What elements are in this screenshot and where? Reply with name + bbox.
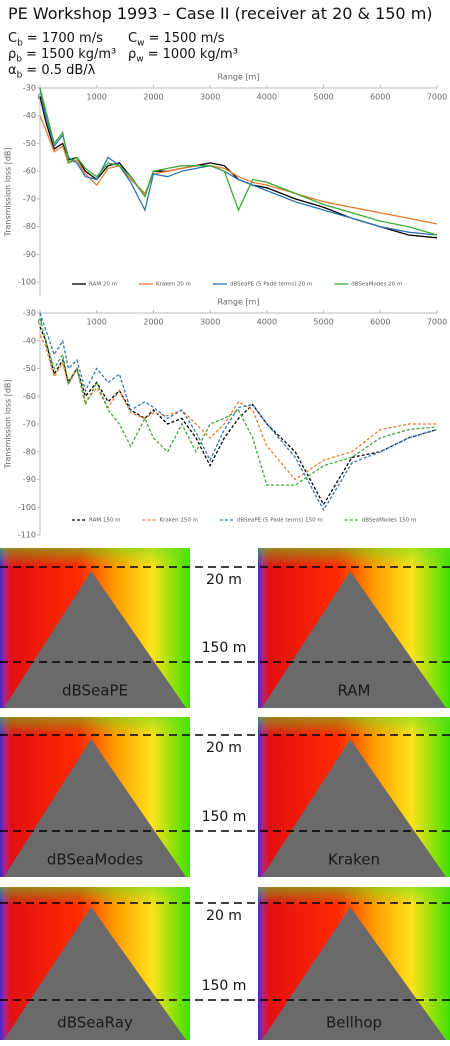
parameter: αb = 0.5 dB/λ xyxy=(8,63,95,81)
series-line xyxy=(39,87,438,236)
parameter-symbol: ρ xyxy=(8,47,17,62)
series-line xyxy=(39,115,438,225)
depth-label: 20 m xyxy=(206,740,242,756)
x-tick-label: 1000 xyxy=(87,93,107,102)
parameter: Cw = 1500 m/s xyxy=(128,31,225,49)
legend-label: Kraken 150 m xyxy=(159,518,197,524)
panel-label: dBSeaModes xyxy=(47,851,143,869)
panel-label: Kraken xyxy=(328,851,380,869)
y-tick-label: -80 xyxy=(23,222,36,231)
parameter-subscript: w xyxy=(136,54,144,65)
parameter-value: = 1500 m/s xyxy=(148,31,225,46)
y-tick-label: -100 xyxy=(18,503,36,512)
parameter-subscript: b xyxy=(17,38,23,49)
seamount xyxy=(261,907,447,1040)
depth-label: 20 m xyxy=(206,572,242,588)
y-tick-label: -100 xyxy=(18,278,36,287)
y-axis-label: Transmission loss [dB] xyxy=(4,147,13,237)
y-tick-label: -90 xyxy=(23,250,36,259)
panel-label: dBSeaRay xyxy=(57,1014,133,1032)
seamount xyxy=(261,739,447,877)
y-tick-label: -60 xyxy=(23,167,36,176)
x-tick-label: 3000 xyxy=(200,318,220,327)
x-axis-label: Range [m] xyxy=(218,73,260,82)
seamount xyxy=(3,739,187,877)
depth-label: 20 m xyxy=(206,908,242,924)
depth-label: 150 m xyxy=(202,640,247,656)
parameter-value: = 1500 kg/m³ xyxy=(25,47,117,62)
y-tick-label: -80 xyxy=(23,447,36,456)
parameter-subscript: b xyxy=(16,54,22,65)
series-line xyxy=(39,87,438,236)
panel-label: dBSeaPE xyxy=(62,682,128,700)
x-tick-label: 5000 xyxy=(313,318,333,327)
legend-label: dBSeaPE (5 Padé terms) 20 m xyxy=(230,281,312,288)
series-line xyxy=(39,326,438,506)
x-tick-label: 1000 xyxy=(87,318,107,327)
parameter: ρb = 1500 kg/m³ xyxy=(8,47,116,65)
x-tick-label: 7000 xyxy=(427,318,447,327)
parameter-symbol: α xyxy=(8,63,17,78)
y-tick-label: -110 xyxy=(18,531,36,540)
y-tick-label: -60 xyxy=(23,392,36,401)
seamount xyxy=(3,571,187,708)
title: PE Workshop 1993 – Case II (receiver at … xyxy=(8,4,433,23)
series-line xyxy=(39,318,438,486)
legend-label: RAM 150 m xyxy=(89,518,120,524)
x-tick-label: 2000 xyxy=(143,93,163,102)
depth-label: 150 m xyxy=(202,978,247,994)
parameter-value: = 1700 m/s xyxy=(26,31,103,46)
legend-label: Kraken 20 m xyxy=(156,282,191,288)
parameter-value: = 1000 kg/m³ xyxy=(147,47,238,62)
seamount xyxy=(261,571,447,708)
depth-label: 150 m xyxy=(202,809,247,825)
x-tick-label: 6000 xyxy=(370,93,390,102)
seamount xyxy=(3,907,187,1040)
legend-label: RAM 20 m xyxy=(89,282,117,288)
parameter-symbol: ρ xyxy=(128,47,137,62)
series-line xyxy=(39,312,438,512)
x-tick-label: 6000 xyxy=(370,318,390,327)
parameter: ρw = 1000 kg/m³ xyxy=(128,47,238,65)
series-line xyxy=(39,334,437,481)
parameter-symbol: C xyxy=(128,31,138,46)
parameter-value: = 0.5 dB/λ xyxy=(26,63,96,78)
x-tick-label: 2000 xyxy=(143,318,163,327)
parameter-subscript: w xyxy=(137,38,145,49)
legend-label: dBSeaModes 150 m xyxy=(362,518,417,524)
x-tick-label: 4000 xyxy=(257,93,277,102)
y-tick-label: -40 xyxy=(23,111,36,120)
y-axis-label: Transmission loss [dB] xyxy=(4,379,13,469)
parameter: Cb = 1700 m/s xyxy=(8,31,103,49)
panel-label: RAM xyxy=(337,682,370,700)
y-tick-label: -50 xyxy=(23,139,36,148)
legend-label: dBSeaPE (5 Padé terms) 150 m xyxy=(237,517,323,524)
y-tick-label: -30 xyxy=(23,309,36,318)
x-tick-label: 5000 xyxy=(313,93,333,102)
parameter-subscript: b xyxy=(16,70,23,81)
y-tick-label: -30 xyxy=(23,84,36,93)
panel-label: Bellhop xyxy=(326,1014,382,1032)
y-tick-label: -40 xyxy=(23,336,36,345)
y-tick-label: -70 xyxy=(23,194,36,203)
x-tick-label: 7000 xyxy=(427,93,447,102)
x-tick-label: 0 xyxy=(37,318,42,327)
x-axis-label: Range [m] xyxy=(218,298,260,307)
y-tick-label: -50 xyxy=(23,364,36,373)
x-tick-label: 3000 xyxy=(200,93,220,102)
parameter-symbol: C xyxy=(8,31,18,46)
x-tick-label: 4000 xyxy=(257,318,277,327)
y-tick-label: -90 xyxy=(23,475,36,484)
legend-label: dBSeaModes 20 m xyxy=(351,282,402,288)
series-line xyxy=(39,96,438,239)
y-tick-label: -70 xyxy=(23,420,36,429)
